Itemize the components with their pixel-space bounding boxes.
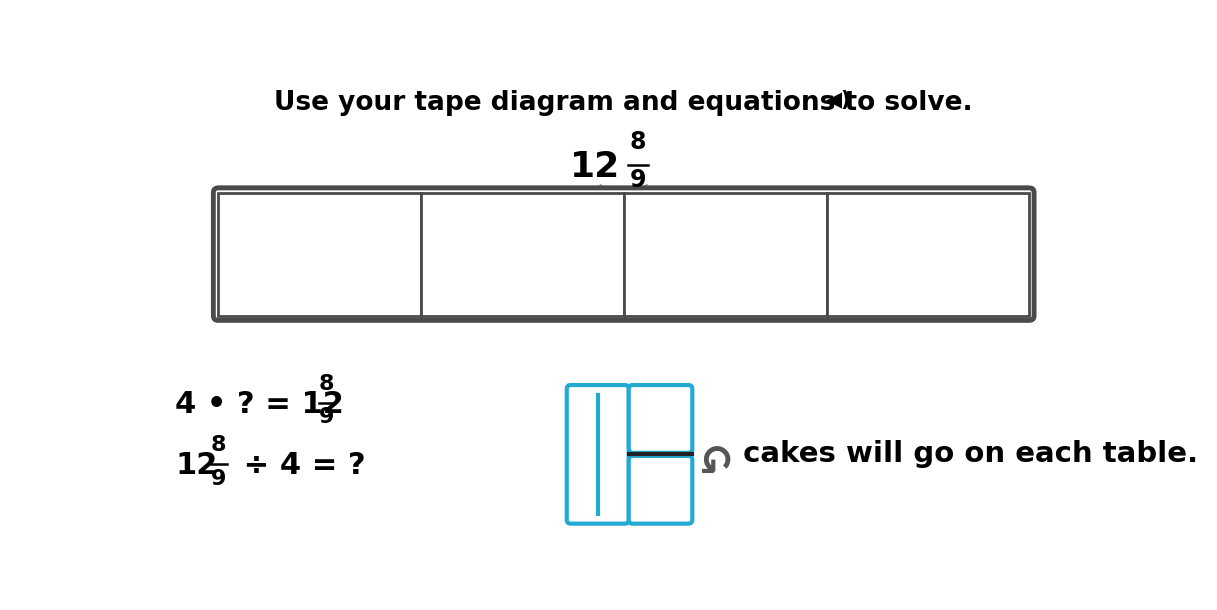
Bar	[218, 193, 421, 316]
Text: 8: 8	[319, 373, 335, 393]
Text: ◀): ◀)	[826, 90, 852, 110]
Text: Use your tape diagram and equations to solve.: Use your tape diagram and equations to s…	[274, 90, 972, 116]
Text: ↺: ↺	[692, 433, 728, 475]
Text: 9: 9	[319, 407, 335, 428]
FancyBboxPatch shape	[629, 456, 692, 523]
FancyBboxPatch shape	[567, 385, 629, 523]
Text: 12: 12	[570, 150, 619, 184]
Text: 8: 8	[211, 435, 226, 455]
Bar	[826, 193, 1030, 316]
Bar	[623, 193, 826, 316]
Text: 12: 12	[175, 451, 218, 481]
Bar	[421, 193, 623, 316]
Text: cakes will go on each table.: cakes will go on each table.	[734, 440, 1199, 468]
Text: 8: 8	[629, 130, 646, 154]
Text: ÷ 4 = ?: ÷ 4 = ?	[232, 451, 365, 481]
Text: 4 • ? = 12: 4 • ? = 12	[175, 390, 344, 419]
Text: 9: 9	[629, 168, 646, 192]
FancyBboxPatch shape	[629, 385, 692, 453]
Text: 9: 9	[211, 469, 226, 489]
FancyBboxPatch shape	[213, 188, 1034, 320]
